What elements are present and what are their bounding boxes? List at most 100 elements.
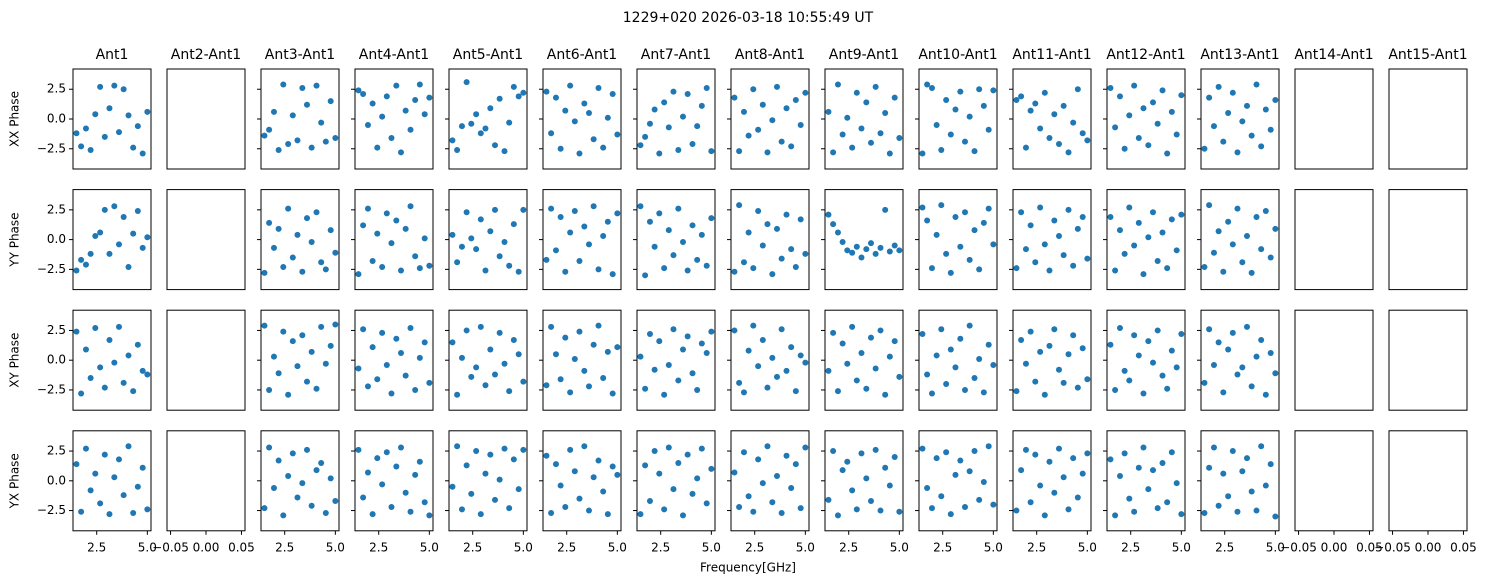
point — [97, 83, 104, 90]
point — [275, 370, 282, 377]
point — [496, 253, 503, 260]
point — [679, 512, 686, 519]
point — [1145, 338, 1152, 345]
point — [938, 493, 945, 500]
point — [477, 511, 484, 518]
point — [1060, 102, 1067, 109]
point — [73, 328, 80, 335]
point — [1121, 450, 1128, 457]
point — [87, 487, 94, 494]
x-tick-label: 2.5 — [1121, 540, 1140, 554]
point — [1126, 495, 1133, 502]
point — [562, 107, 569, 114]
point — [1027, 499, 1034, 506]
point — [491, 371, 498, 378]
point — [745, 493, 752, 500]
point — [1112, 267, 1119, 274]
panel-frame — [1106, 189, 1186, 291]
column-title: Ant5-Ant1 — [453, 47, 523, 63]
point — [515, 268, 522, 275]
point — [449, 231, 456, 238]
point — [853, 89, 860, 96]
point — [1116, 227, 1123, 234]
point — [750, 508, 757, 515]
point — [698, 340, 705, 347]
point — [567, 389, 574, 396]
point — [834, 388, 841, 395]
point — [1140, 105, 1147, 112]
point — [1159, 87, 1166, 94]
point — [426, 94, 433, 101]
point — [111, 474, 118, 481]
point — [449, 483, 456, 490]
point — [506, 262, 513, 269]
point — [834, 512, 841, 519]
point — [924, 81, 931, 88]
point — [374, 376, 381, 383]
point — [1131, 508, 1138, 515]
point — [844, 458, 851, 465]
point — [111, 203, 118, 210]
point — [477, 130, 484, 137]
point — [689, 370, 696, 377]
point — [130, 388, 137, 395]
x-tick-label: 2.5 — [557, 540, 576, 554]
point — [694, 475, 701, 482]
panel-frame — [918, 189, 998, 291]
point — [73, 130, 80, 137]
point — [1121, 250, 1128, 257]
point — [120, 379, 127, 386]
point — [270, 353, 277, 360]
point — [585, 241, 592, 248]
point — [1084, 450, 1091, 457]
point — [928, 505, 935, 512]
point — [896, 508, 903, 515]
point — [1168, 347, 1175, 354]
point — [294, 231, 301, 238]
point — [548, 323, 555, 330]
point — [1248, 132, 1255, 139]
point — [938, 202, 945, 209]
point — [552, 351, 559, 358]
point — [1206, 94, 1213, 101]
point — [830, 329, 837, 336]
point — [139, 150, 146, 157]
point — [383, 361, 390, 368]
point — [1027, 107, 1034, 114]
panel-frame — [1106, 68, 1186, 170]
point — [1229, 89, 1236, 96]
point — [778, 255, 785, 262]
panel-frame — [1012, 189, 1092, 291]
point — [1135, 135, 1142, 142]
panel-frame — [260, 68, 340, 170]
point — [1051, 111, 1058, 118]
x-tick-label: 2.5 — [933, 540, 952, 554]
point — [87, 250, 94, 257]
point — [661, 391, 668, 398]
point — [322, 509, 329, 516]
point — [285, 473, 292, 480]
x-tick-label: −0.05 — [1280, 540, 1317, 554]
point — [412, 471, 419, 478]
point — [788, 143, 795, 150]
point — [130, 230, 137, 237]
point — [891, 338, 898, 345]
point — [557, 482, 564, 489]
point — [863, 246, 870, 253]
panel-frame — [1294, 68, 1374, 170]
point — [684, 91, 691, 97]
point — [961, 138, 968, 145]
point — [101, 384, 108, 391]
point — [78, 256, 85, 263]
point — [397, 149, 404, 156]
point — [1018, 336, 1025, 343]
point — [515, 486, 522, 493]
point — [849, 487, 856, 494]
point — [924, 371, 931, 378]
point — [928, 265, 935, 272]
panel-frame — [1388, 189, 1468, 291]
point — [487, 451, 494, 458]
point — [106, 250, 113, 257]
point — [571, 468, 578, 475]
point — [463, 462, 470, 469]
